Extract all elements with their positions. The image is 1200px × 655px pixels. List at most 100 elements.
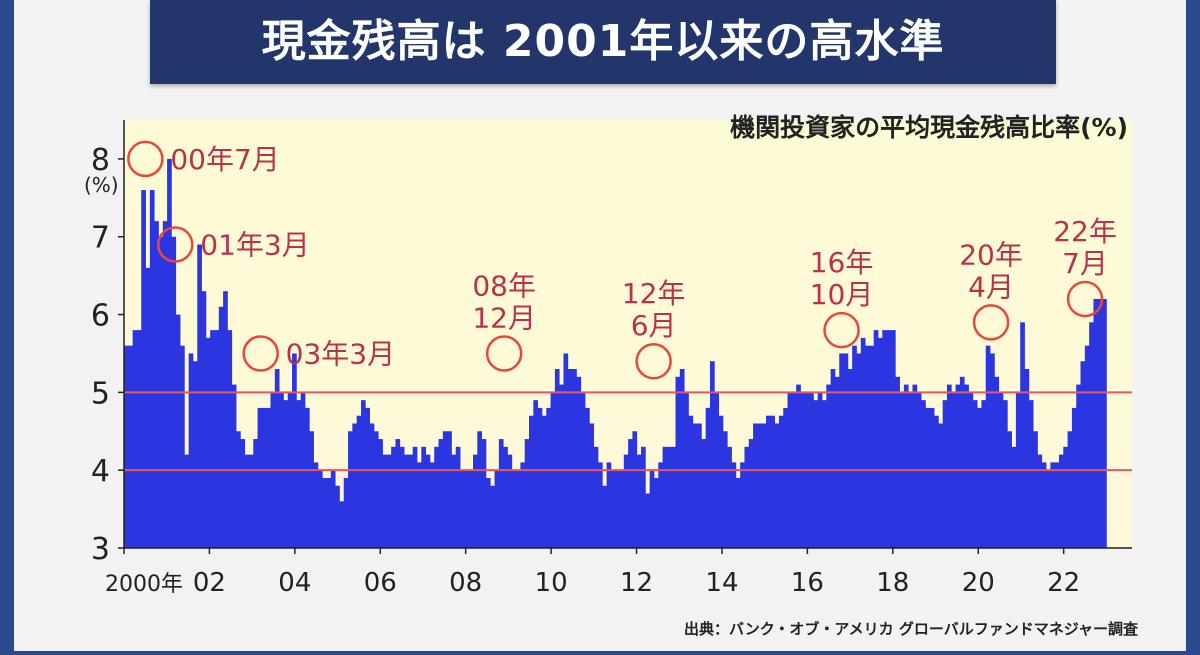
bar bbox=[537, 407, 543, 548]
bar bbox=[529, 415, 534, 548]
annotation-label: 08年 bbox=[472, 269, 536, 302]
bar bbox=[464, 470, 470, 548]
annotation-label: 22年 bbox=[1053, 215, 1117, 248]
bar bbox=[1063, 446, 1068, 548]
bar bbox=[852, 345, 857, 548]
annotation-circle bbox=[972, 304, 1010, 341]
bar bbox=[438, 439, 444, 548]
x-tick-label: 20 bbox=[962, 568, 995, 598]
bar bbox=[145, 267, 151, 548]
bar bbox=[313, 462, 319, 548]
bar bbox=[610, 470, 616, 548]
bar bbox=[675, 376, 681, 548]
bar bbox=[1033, 431, 1038, 548]
bar bbox=[559, 384, 564, 548]
bar bbox=[162, 221, 168, 548]
x-tick-label: 04 bbox=[278, 568, 311, 598]
bar bbox=[662, 446, 668, 548]
bar bbox=[895, 376, 900, 548]
bar bbox=[184, 454, 190, 548]
bar bbox=[860, 337, 866, 548]
bar bbox=[886, 330, 892, 548]
bar bbox=[994, 376, 1000, 548]
bar bbox=[865, 345, 870, 548]
bar bbox=[214, 330, 220, 548]
bar bbox=[778, 415, 784, 548]
bar bbox=[236, 431, 241, 548]
bar bbox=[753, 423, 758, 548]
bar bbox=[352, 423, 358, 548]
bar bbox=[1041, 462, 1047, 548]
bar bbox=[718, 415, 724, 548]
bar bbox=[391, 446, 396, 548]
bar bbox=[1093, 298, 1099, 548]
bar bbox=[485, 477, 491, 548]
bar bbox=[740, 462, 745, 548]
page-title: 現金残高は 2001年以来の高水準 bbox=[261, 16, 945, 67]
bar bbox=[619, 470, 625, 548]
bar bbox=[1020, 322, 1025, 548]
bar bbox=[335, 485, 340, 548]
bar bbox=[981, 400, 987, 548]
bar bbox=[188, 353, 194, 548]
bar bbox=[925, 407, 931, 548]
bar bbox=[197, 244, 202, 548]
bar bbox=[261, 407, 267, 548]
annotation-label: 01年3月 bbox=[200, 229, 309, 262]
bar bbox=[847, 369, 853, 548]
bar bbox=[1097, 298, 1103, 548]
bar bbox=[317, 470, 323, 548]
bar bbox=[283, 400, 289, 548]
bar bbox=[451, 454, 457, 548]
annotation-circle bbox=[242, 335, 279, 372]
x-tick-label: 08 bbox=[449, 568, 482, 598]
bar bbox=[856, 353, 862, 548]
annotation-label: 03年3月 bbox=[286, 337, 395, 370]
x-tick-label: 2000年 bbox=[105, 572, 183, 597]
annotation-label: 20年 bbox=[959, 238, 1023, 271]
bar bbox=[378, 439, 383, 548]
bar bbox=[210, 330, 215, 548]
bar bbox=[770, 415, 776, 548]
y-tick-label: 6 bbox=[91, 299, 110, 334]
bar bbox=[490, 485, 495, 548]
bar bbox=[175, 314, 181, 548]
bar bbox=[434, 446, 439, 548]
bar bbox=[692, 423, 698, 548]
bar bbox=[473, 454, 478, 548]
bar bbox=[1002, 400, 1008, 548]
bar bbox=[727, 446, 732, 548]
bar bbox=[223, 291, 228, 548]
source-note: 出典：バンク・オブ・アメリカ グローバルファンドマネジャー調査 bbox=[683, 620, 1138, 638]
bar bbox=[921, 400, 926, 548]
bar bbox=[826, 384, 832, 548]
bar bbox=[645, 493, 651, 548]
bar bbox=[722, 431, 728, 548]
bar bbox=[1089, 322, 1094, 548]
bar bbox=[903, 384, 909, 548]
bar bbox=[641, 446, 646, 548]
bar bbox=[296, 400, 302, 548]
bar bbox=[628, 439, 633, 548]
bar bbox=[554, 369, 560, 548]
bar bbox=[343, 477, 349, 548]
bar bbox=[373, 431, 379, 548]
bar bbox=[141, 190, 146, 549]
annotation-circle bbox=[1066, 280, 1104, 318]
bar bbox=[520, 462, 526, 548]
bar bbox=[822, 400, 827, 548]
bar bbox=[701, 439, 707, 548]
bar bbox=[563, 353, 569, 548]
bar bbox=[192, 361, 198, 548]
bar bbox=[274, 369, 280, 548]
bar bbox=[416, 462, 422, 548]
y-axis-label: (%) bbox=[84, 173, 119, 197]
bar bbox=[873, 330, 879, 548]
bar bbox=[576, 376, 582, 548]
bar bbox=[244, 454, 250, 548]
bar bbox=[154, 221, 159, 548]
bar bbox=[679, 369, 685, 548]
bar bbox=[503, 446, 508, 548]
bar bbox=[1071, 407, 1077, 548]
